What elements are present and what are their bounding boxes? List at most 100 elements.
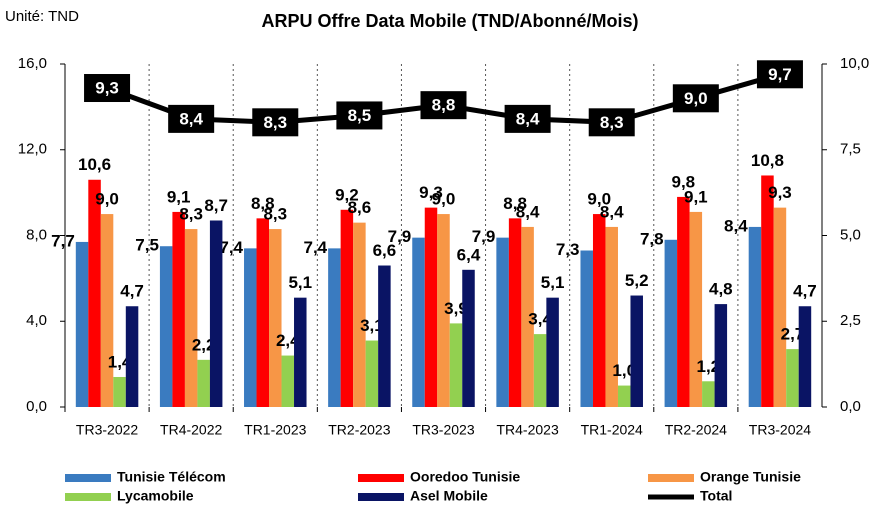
label-box — [588, 108, 635, 137]
bar — [424, 207, 438, 407]
data-label: 10,6 — [78, 155, 111, 174]
y-tick-label: 8,0 — [26, 226, 47, 243]
x-tick-label: TR1-2024 — [581, 422, 643, 438]
y-tick-label: 0,0 — [26, 398, 47, 415]
legend-label: Ooredoo Tunisie — [410, 469, 520, 485]
bar — [209, 220, 223, 407]
data-label: 7,3 — [556, 240, 580, 259]
bar — [100, 214, 114, 407]
data-label: 8,5 — [348, 106, 372, 125]
bar — [437, 214, 450, 407]
y2-tick-label: 5,0 — [840, 226, 861, 243]
data-label: 9,3 — [95, 78, 119, 97]
data-label: 8,4 — [516, 109, 540, 128]
data-label: 8,3 — [179, 205, 203, 224]
label-box — [420, 91, 467, 120]
data-label: 9,1 — [684, 187, 708, 206]
x-tick-label: TR2-2024 — [665, 422, 727, 438]
bar — [533, 334, 547, 407]
legend-swatch — [65, 493, 111, 501]
bar — [462, 269, 475, 407]
data-label: 8,3 — [263, 113, 287, 132]
data-label: 9,3 — [419, 183, 443, 202]
x-tick-label: TR4-2023 — [496, 422, 558, 438]
bar — [75, 241, 89, 407]
data-label: 9,7 — [768, 65, 792, 84]
data-label: 8,8 — [503, 194, 527, 213]
data-label: 1,0 — [612, 361, 636, 380]
label-box — [756, 60, 803, 89]
bar — [677, 196, 690, 407]
x-tick-label: TR3-2024 — [749, 422, 811, 438]
data-label: 8,4 — [724, 216, 748, 235]
bar — [496, 237, 509, 407]
bar — [508, 218, 522, 407]
y-tick-label: 4,0 — [26, 312, 47, 329]
data-label: 9,0 — [432, 190, 456, 209]
bar — [605, 226, 618, 407]
legend-swatch — [648, 474, 694, 482]
legend-label: Total — [700, 488, 732, 504]
legend-swatch — [65, 474, 111, 482]
y-tick-label: 16,0 — [18, 55, 47, 72]
bar — [88, 179, 101, 407]
bar — [748, 226, 762, 407]
data-label: 3,1 — [360, 316, 384, 335]
bar — [412, 237, 425, 407]
label-box — [672, 84, 719, 113]
bar — [761, 175, 774, 407]
data-label: 8,3 — [263, 205, 287, 224]
legend-label: Lycamobile — [117, 488, 194, 504]
label-box — [84, 74, 131, 103]
x-tick-label: TR4-2022 — [160, 422, 222, 438]
bar — [125, 306, 139, 407]
legend-label: Asel Mobile — [410, 488, 488, 504]
data-label: 2,2 — [192, 335, 216, 354]
data-label: 6,4 — [457, 245, 481, 264]
bar — [664, 239, 678, 407]
data-label: 5,2 — [625, 271, 649, 290]
data-label: 9,8 — [672, 172, 696, 191]
x-tick-label: TR3-2022 — [76, 422, 138, 438]
y-tick-label: 12,0 — [18, 141, 47, 158]
data-label: 9,0 — [587, 190, 611, 209]
x-tick-label: TR3-2023 — [412, 422, 474, 438]
legend-swatch — [358, 493, 404, 501]
label-box — [504, 104, 551, 133]
bar — [281, 355, 295, 407]
bar — [617, 385, 631, 407]
bar — [269, 229, 282, 407]
label-box — [336, 101, 383, 130]
bar — [244, 248, 257, 407]
bar — [521, 226, 534, 407]
x-tick-label: TR2-2023 — [328, 422, 390, 438]
bar — [256, 218, 270, 407]
bar — [546, 297, 559, 407]
data-label: 7,7 — [51, 231, 75, 250]
bar — [630, 295, 643, 407]
bar — [689, 211, 703, 407]
bar — [714, 304, 728, 407]
bar — [378, 265, 391, 407]
bar — [786, 349, 799, 407]
data-label: 5,1 — [541, 273, 565, 292]
bar — [773, 207, 787, 407]
bar — [702, 381, 715, 407]
bar — [592, 214, 606, 407]
data-label: 7,4 — [303, 238, 327, 257]
bar — [365, 340, 379, 407]
data-label: 8,6 — [348, 198, 372, 217]
bar — [184, 229, 198, 407]
unit-label: Unité: TND — [5, 8, 79, 25]
data-label: 3,9 — [444, 299, 468, 318]
data-label: 5,1 — [288, 273, 312, 292]
bar — [197, 359, 210, 407]
data-label: 7,9 — [388, 227, 412, 246]
data-label: 8,8 — [251, 194, 275, 213]
bar — [294, 297, 307, 407]
data-label: 8,3 — [600, 113, 624, 132]
legend-label: Orange Tunisie — [700, 469, 801, 485]
bar — [580, 250, 593, 407]
data-label: 4,7 — [120, 282, 144, 301]
